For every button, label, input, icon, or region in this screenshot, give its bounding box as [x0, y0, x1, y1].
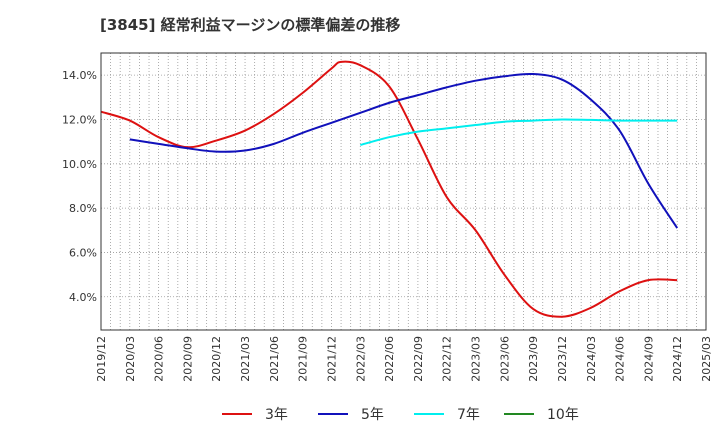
legend: 3年 5年 7年 10年: [222, 407, 579, 423]
x-tick-label: 2025/03: [700, 336, 713, 382]
x-tick-label: 2024/12: [671, 336, 684, 382]
x-axis-ticks: 2019/12 2020/03 2020/06 2020/09 2020/12 2021/…: [95, 336, 713, 382]
x-tick-label: 2022/12: [441, 336, 454, 382]
x-tick-label: 2020/09: [181, 336, 194, 382]
x-tick-label: 2020/03: [124, 336, 137, 382]
series-line: [129, 72, 679, 229]
x-tick-label: 2021/09: [297, 336, 310, 382]
x-tick-label: 2021/06: [268, 336, 281, 382]
legend-label: 5年: [361, 407, 384, 423]
x-tick-label: 2023/09: [527, 336, 540, 382]
y-tick-label: 6.0%: [69, 246, 97, 259]
legend-label: 3年: [265, 407, 288, 423]
x-tick-label: 2024/06: [614, 336, 627, 382]
y-tick-label: 10.0%: [62, 158, 97, 171]
plot-background: [101, 53, 706, 330]
y-tick-label: 4.0%: [69, 291, 97, 304]
x-tick-label: 2022/06: [383, 336, 396, 382]
series-line: [100, 60, 678, 318]
x-tick-label: 2021/12: [325, 336, 338, 382]
x-tick-label: 2023/06: [498, 336, 511, 382]
x-tick-label: 2020/12: [210, 336, 223, 382]
x-tick-label: 2023/03: [470, 336, 483, 382]
series-lines: [100, 60, 679, 318]
legend-label: 10年: [547, 407, 579, 423]
x-tick-label: 2019/12: [95, 336, 108, 382]
x-tick-label: 2024/03: [585, 336, 598, 382]
chart-title: [3845] 経常利益マージンの標準偏差の推移: [100, 16, 401, 34]
x-tick-label: 2023/12: [556, 336, 569, 382]
grid: [101, 53, 706, 330]
y-tick-label: 12.0%: [62, 113, 97, 126]
x-tick-label: 2022/09: [412, 336, 425, 382]
x-tick-label: 2021/03: [239, 336, 252, 382]
x-tick-label: 2020/06: [153, 336, 166, 382]
series-line: [360, 118, 678, 146]
y-axis-ticks: 4.0% 6.0% 8.0% 10.0% 12.0% 14.0%: [62, 69, 97, 304]
plot-border: [100, 52, 707, 331]
y-tick-label: 8.0%: [69, 202, 97, 215]
legend-label: 7年: [457, 407, 480, 423]
y-tick-label: 14.0%: [62, 69, 97, 82]
x-tick-label: 2024/09: [642, 336, 655, 382]
x-tick-label: 2022/03: [354, 336, 367, 382]
